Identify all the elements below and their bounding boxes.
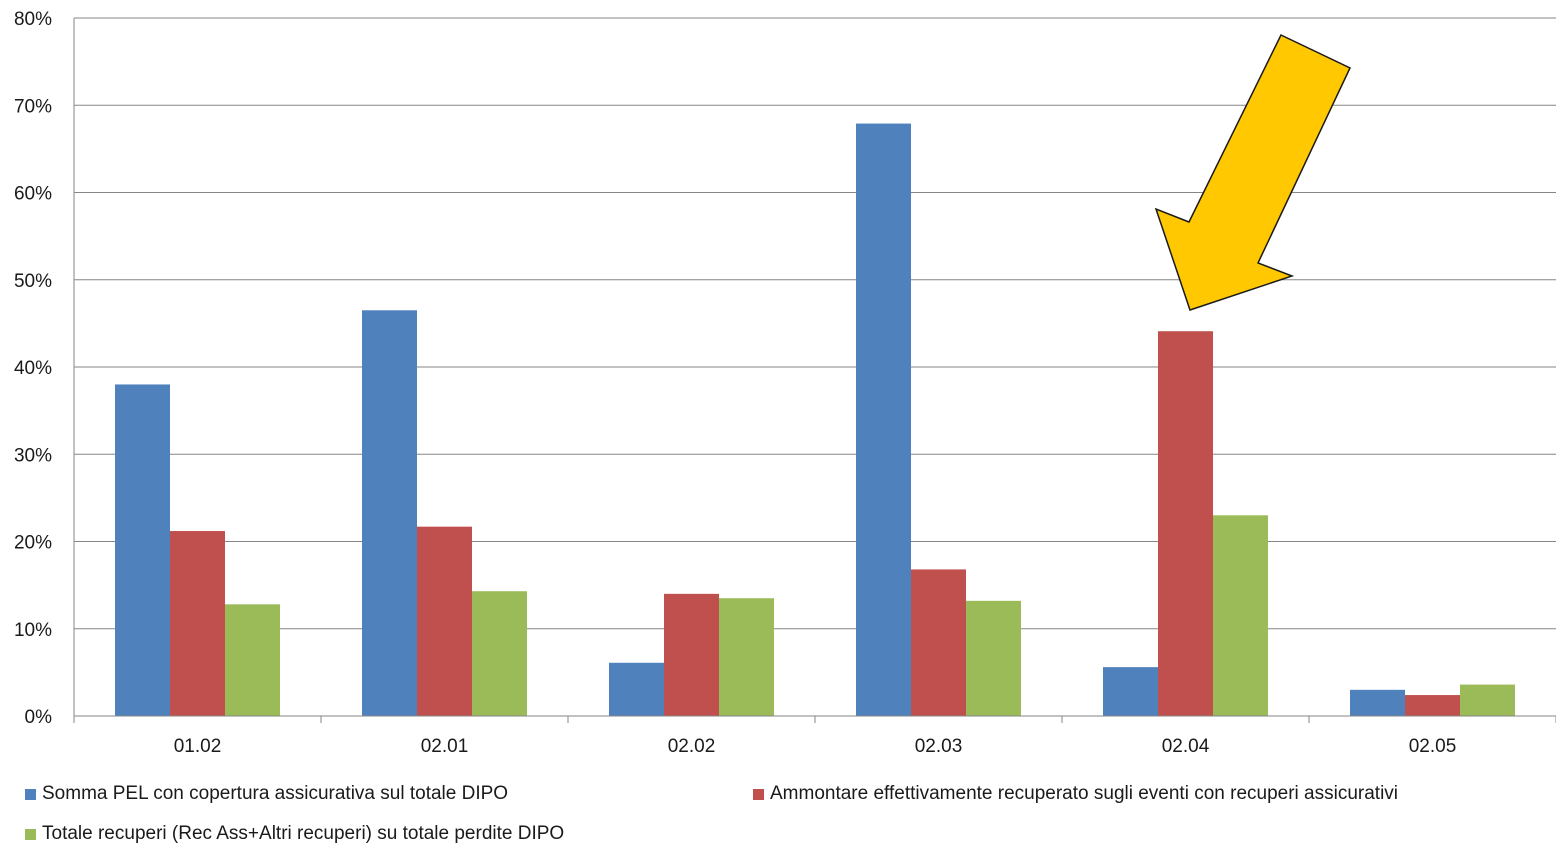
bar-02.03-series-3 [966, 600, 1021, 716]
y-tick-label: 70% [14, 96, 52, 117]
y-tick-label: 80% [14, 9, 52, 30]
bar-02.01-series-3 [472, 591, 527, 716]
x-tick-label: 01.02 [174, 736, 222, 757]
y-tick-label: 10% [14, 620, 52, 641]
bars [115, 123, 1515, 716]
bar-02.01-series-2 [417, 526, 472, 716]
bar-02.02-series-3 [719, 598, 774, 716]
x-tick-label: 02.04 [1162, 736, 1210, 757]
y-tick-label: 60% [14, 184, 52, 205]
legend-swatch [753, 788, 764, 800]
bar-02.02-series-1 [609, 662, 664, 716]
bar-02.05-series-3 [1460, 684, 1515, 716]
x-axis-tick-labels: 01.02 02.01 02.02 02.03 02.04 02.05 [174, 736, 1457, 757]
bar-01.02-series-3 [225, 604, 280, 716]
bar-02.05-series-1 [1350, 689, 1405, 716]
x-tick-label: 02.02 [668, 736, 716, 757]
bar-02.04-series-3 [1213, 515, 1268, 716]
bar-02.02-series-2 [664, 593, 719, 716]
y-tick-label: 40% [14, 358, 52, 379]
y-tick-label: 20% [14, 533, 52, 554]
x-tick-label: 02.01 [421, 736, 469, 757]
legend-label: Ammontare effettivamente recuperato sugl… [770, 783, 1399, 804]
legend-label: Totale recuperi (Rec Ass+Altri recuperi)… [42, 823, 565, 844]
bar-01.02-series-2 [170, 531, 225, 716]
legend-swatch [25, 788, 36, 800]
x-tick-label: 02.05 [1409, 736, 1457, 757]
y-tick-label: 50% [14, 271, 52, 292]
gridlines [73, 17, 1556, 716]
legend-item: Somma PEL con copertura assicurativa sul… [25, 783, 508, 805]
y-axis-tick-labels: 0% 10% 20% 30% 40% 50% 60% 70% 80% [14, 9, 52, 728]
legend-item: Totale recuperi (Rec Ass+Altri recuperi)… [25, 823, 564, 845]
legend-item: Ammontare effettivamente recuperato sugl… [753, 783, 1398, 805]
highlight-arrow [1154, 34, 1351, 311]
legend-swatch [25, 828, 36, 840]
bar-01.02-series-1 [115, 384, 170, 716]
legend-label: Somma PEL con copertura assicurativa sul… [42, 783, 509, 804]
x-tick-label: 02.03 [915, 736, 963, 757]
x-axis [73, 715, 1556, 723]
bar-02.05-series-2 [1405, 695, 1460, 716]
y-tick-label: 0% [25, 707, 53, 728]
bar-02.03-series-2 [911, 569, 966, 716]
bar-02.01-series-1 [362, 310, 417, 716]
y-tick-label: 30% [14, 445, 52, 466]
bar-02.04-series-2 [1158, 331, 1213, 716]
bar-02.03-series-1 [856, 123, 911, 716]
bar-02.04-series-1 [1103, 667, 1158, 716]
